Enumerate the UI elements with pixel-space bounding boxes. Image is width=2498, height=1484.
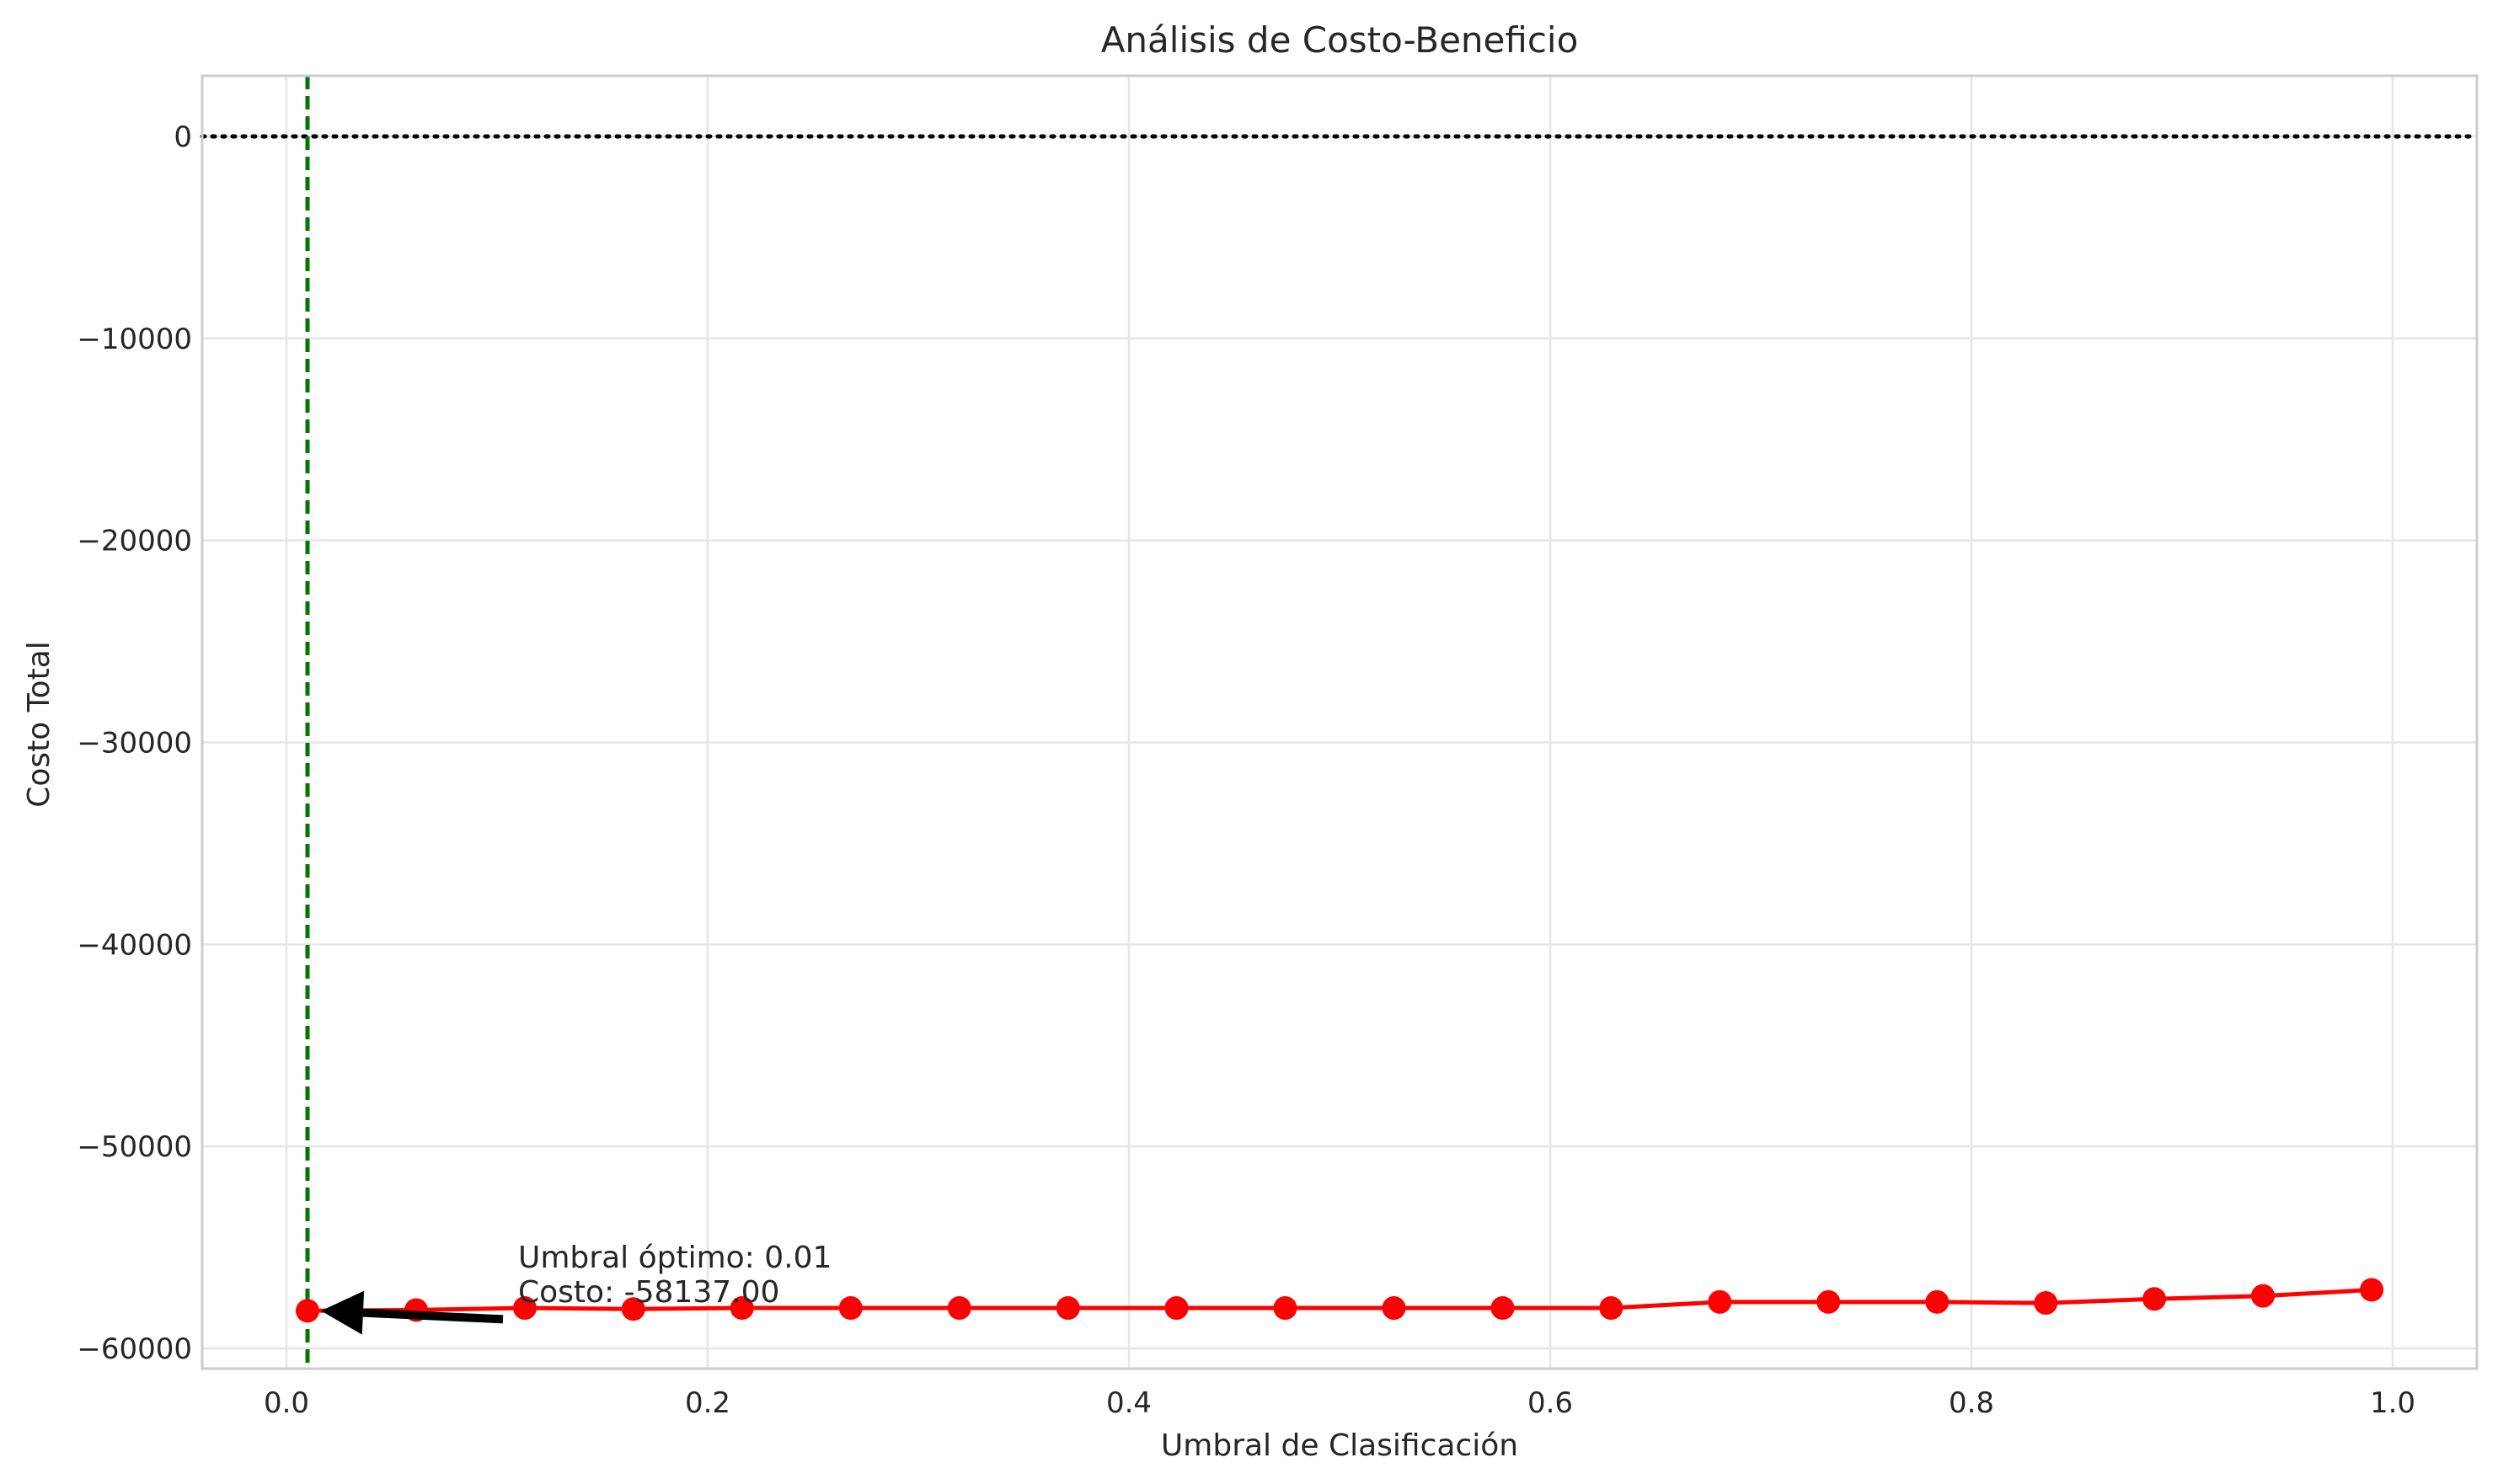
annotation-line-1: Umbral óptimo: 0.01: [518, 1241, 832, 1275]
plot-frame: [201, 74, 2479, 1370]
y-tick-label: −40000: [77, 928, 192, 962]
x-axis-label: Umbral de Clasificación: [1161, 1428, 1518, 1463]
data-point: [2251, 1284, 2275, 1308]
data-point: [2034, 1291, 2058, 1316]
grid: [202, 76, 2477, 1369]
x-tick-label: 0.4: [1106, 1386, 1152, 1420]
y-tick-label: −50000: [77, 1130, 192, 1164]
y-axis-ticks: 0 −10000 −20000 −30000 −40000 −50000 −60000: [77, 120, 192, 1366]
cost-line: [307, 1288, 2372, 1313]
data-point: [296, 1299, 319, 1323]
y-tick-label: −30000: [77, 726, 192, 760]
data-point: [1599, 1296, 1623, 1321]
y-tick-label: −60000: [77, 1332, 192, 1366]
data-point: [2142, 1287, 2166, 1311]
data-point: [1708, 1289, 1732, 1314]
series-layer: [296, 1278, 2383, 1323]
y-axis-label: Costo Total: [22, 641, 56, 808]
annotation-arrow-head: [321, 1290, 365, 1335]
data-point: [513, 1296, 537, 1321]
data-point: [1816, 1289, 1841, 1314]
data-point: [1925, 1289, 1950, 1314]
chart-title: Análisis de Costo-Beneficio: [1101, 19, 1579, 61]
y-tick-label: 0: [174, 120, 192, 154]
reference-lines: [200, 76, 2479, 1369]
x-tick-label: 0.0: [264, 1386, 309, 1420]
x-tick-label: 0.2: [685, 1386, 730, 1420]
data-point: [1490, 1296, 1515, 1321]
data-point: [621, 1297, 645, 1321]
x-tick-label: 0.8: [1949, 1386, 1994, 1420]
data-point: [1382, 1296, 1406, 1321]
y-tick-label: −20000: [77, 525, 192, 558]
data-point: [730, 1296, 754, 1321]
data-point: [1056, 1296, 1080, 1321]
data-point: [838, 1296, 863, 1321]
data-point: [1164, 1296, 1189, 1321]
y-tick-label: −10000: [77, 323, 192, 356]
data-point: [947, 1296, 971, 1321]
x-axis-ticks: 0.0 0.2 0.4 0.6 0.8 1.0: [264, 1386, 2415, 1420]
x-tick-label: 1.0: [2370, 1386, 2415, 1420]
annotation-line-2: Costo: -58137.00: [518, 1275, 779, 1310]
annotation-arrow-shaft: [362, 1308, 504, 1324]
data-point: [1273, 1296, 1297, 1321]
x-tick-label: 0.6: [1527, 1386, 1573, 1420]
data-point: [2360, 1278, 2383, 1302]
